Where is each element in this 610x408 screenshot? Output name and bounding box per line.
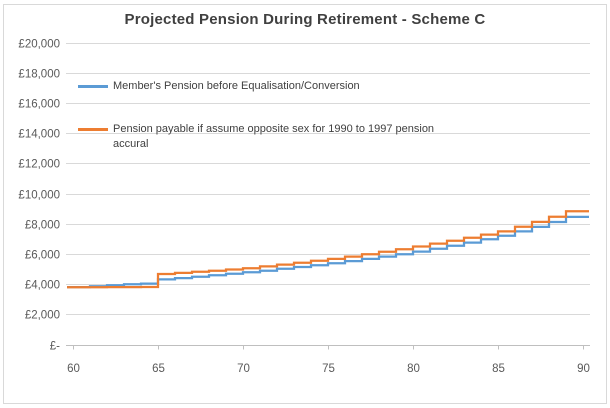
x-tick-label: 65 xyxy=(152,363,165,375)
legend-swatch-blue-line xyxy=(78,85,108,88)
x-tick-label: 75 xyxy=(322,363,335,375)
y-tick-label: £12,000 xyxy=(18,159,60,171)
series-group xyxy=(67,210,589,289)
gridlines xyxy=(66,43,590,346)
chart-frame xyxy=(3,4,607,404)
y-tick-label: £20,000 xyxy=(18,39,60,51)
x-tick-label: 80 xyxy=(407,363,420,375)
series-line-member-pension[interactable] xyxy=(67,215,589,289)
axis-labels: £- £2,000 £4,000 £6,000 £8,000 £10,000 £12,000… xyxy=(18,39,589,376)
legend-label-opposite-sex-pension: Pension payable if assume opposite sex f… xyxy=(113,123,435,150)
y-tick-label: £10,000 xyxy=(18,190,60,202)
x-tick-label: 60 xyxy=(67,363,80,375)
y-tick-label: £18,000 xyxy=(18,69,60,81)
x-tick-label: 90 xyxy=(577,363,590,375)
x-tick-label: 85 xyxy=(492,363,505,375)
y-tick-label: £16,000 xyxy=(18,99,60,111)
y-tick-label: £8,000 xyxy=(25,220,60,232)
axis-ticks xyxy=(73,345,584,350)
y-tick-label: £14,000 xyxy=(18,129,60,141)
chart-title: Projected Pension During Retirement - Sc… xyxy=(124,11,486,28)
legend-label-member-pension: Member's Pension before Equalisation/Con… xyxy=(113,80,360,92)
legend-item-opposite-sex-pension[interactable]: Pension payable if assume opposite sex f… xyxy=(78,122,465,152)
y-tick-label: £6,000 xyxy=(25,250,60,262)
x-tick-label: 70 xyxy=(237,363,250,375)
y-tick-label: £2,000 xyxy=(25,310,60,322)
legend-item-member-pension[interactable]: Member's Pension before Equalisation/Con… xyxy=(78,79,360,94)
series-line-opposite-sex-pension[interactable] xyxy=(67,210,589,289)
y-tick-label: £4,000 xyxy=(25,280,60,292)
legend-swatch-orange-line xyxy=(78,128,108,131)
y-tick-label: £- xyxy=(50,341,60,353)
